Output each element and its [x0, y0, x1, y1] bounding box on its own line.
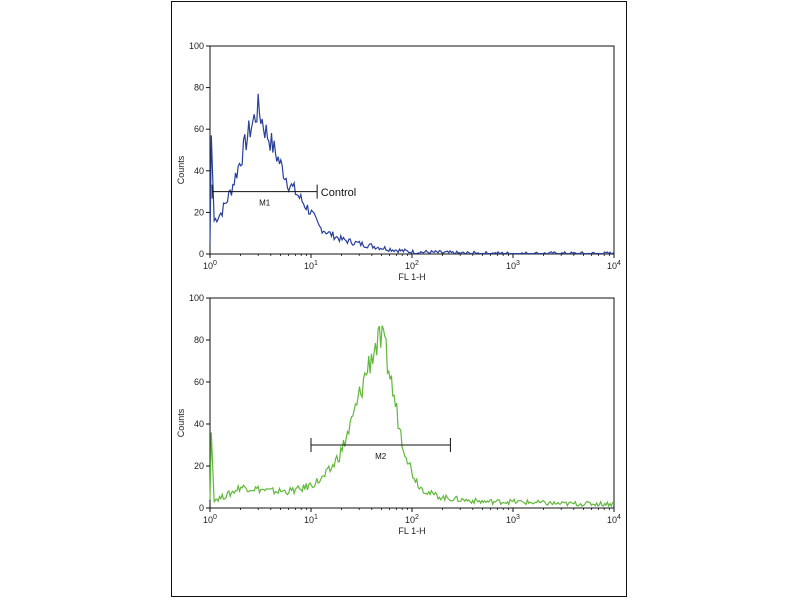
histogram-series-control [209, 93, 615, 255]
y-axis-title: Counts [176, 408, 186, 437]
y-axis: 0 20 40 60 80 100 [189, 293, 210, 513]
x-tick-label: 101 [304, 260, 318, 271]
x-tick-label: 100 [203, 260, 217, 271]
x-tick-label: 102 [405, 260, 419, 271]
x-axis: 100 101 102 103 104 [203, 508, 621, 525]
y-tick-label: 80 [194, 335, 204, 345]
y-tick-label: 60 [194, 124, 204, 134]
x-axis: 100 101 102 103 104 [203, 254, 621, 271]
y-tick-label: 100 [189, 293, 204, 303]
y-tick-label: 60 [194, 377, 204, 387]
x-tick-label: 101 [304, 514, 318, 525]
histogram-series-sample [209, 325, 615, 508]
y-tick-label: 20 [194, 207, 204, 217]
y-tick-label: 100 [189, 41, 204, 51]
x-axis-title: FL 1-H [398, 272, 425, 282]
y-axis: 0 20 40 60 80 100 [189, 41, 210, 259]
annotations: Control [321, 187, 356, 199]
y-tick-label: 40 [194, 419, 204, 429]
annotation-label: Control [321, 187, 356, 199]
x-tick-label: 100 [203, 514, 217, 525]
histogram-panel-sample: 0 20 40 60 80 100 100 101 102 103 104 Counts FL 1… [176, 293, 621, 536]
x-tick-label: 103 [506, 514, 520, 525]
y-tick-label: 40 [194, 166, 204, 176]
histogram-panel-control: 0 20 40 60 80 100 100 101 102 103 104 Counts FL 1… [176, 41, 621, 282]
gate-markers: M1 [211, 184, 318, 208]
x-axis-title: FL 1-H [398, 526, 425, 536]
gate-label: M1 [259, 199, 271, 208]
x-tick-label: 104 [607, 260, 621, 271]
y-axis-title: Counts [176, 155, 186, 184]
x-tick-label: 102 [405, 514, 419, 525]
y-tick-label: 80 [194, 83, 204, 93]
gate-label: M2 [375, 452, 387, 461]
gate-markers: M2 [310, 438, 451, 461]
y-tick-label: 0 [199, 249, 204, 259]
x-tick-label: 104 [607, 514, 621, 525]
y-tick-label: 20 [194, 461, 204, 471]
x-tick-label: 103 [506, 260, 520, 271]
y-tick-label: 0 [199, 503, 204, 513]
figure-frame [171, 1, 627, 597]
